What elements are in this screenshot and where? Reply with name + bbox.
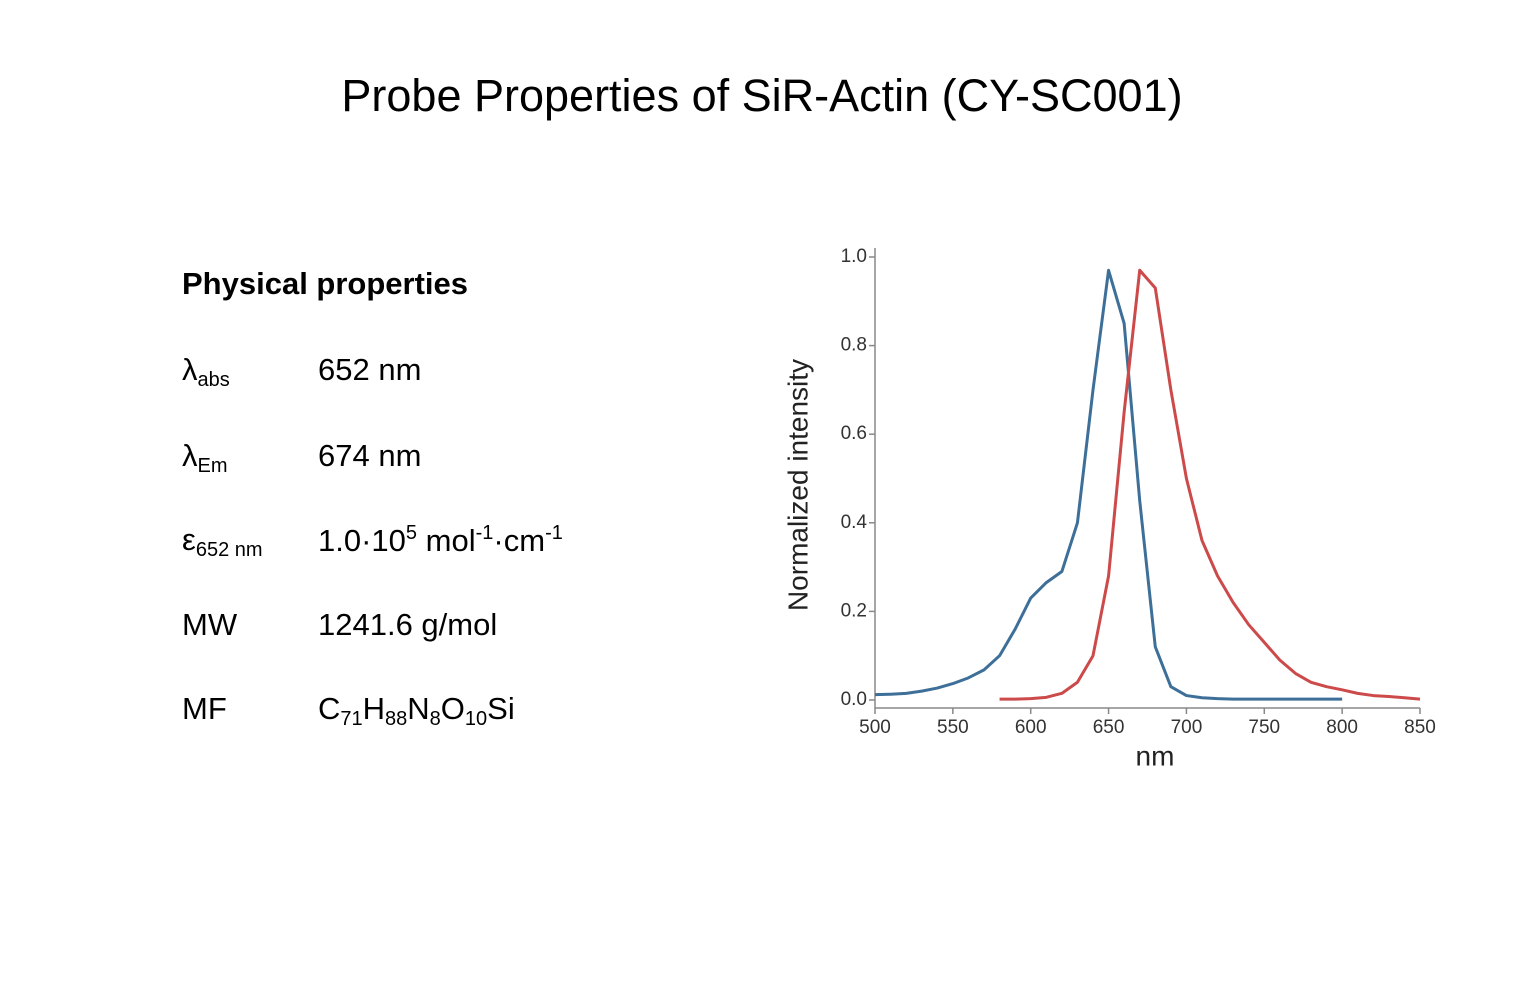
x-tick-label: 850 <box>1404 717 1436 738</box>
text-part: 674 nm <box>318 438 422 473</box>
text-part: 1.0·10 <box>318 523 406 558</box>
property-label: MF <box>182 691 227 727</box>
heading: Physical properties <box>182 266 469 301</box>
text-part: -1 <box>545 522 563 544</box>
y-tick-label: 0.0 <box>841 689 867 710</box>
property-label: λEm <box>182 438 228 478</box>
text-part: MW <box>182 607 238 642</box>
property-value: 674 nm <box>318 438 421 474</box>
property-value: C71H88N8O10Si <box>318 691 515 731</box>
text-part: MF <box>182 691 227 726</box>
title: Probe Properties of SiR-Actin (CY-SC001) <box>341 70 1183 121</box>
text-part: 5 <box>405 522 418 544</box>
text-part: Si <box>487 691 515 726</box>
x-tick-label: 800 <box>1326 717 1358 738</box>
line <box>874 268 1343 701</box>
text-part: H <box>362 691 386 726</box>
text-part: 10 <box>464 708 488 730</box>
text-part: 8 <box>429 708 441 730</box>
x-tick-label: 550 <box>937 717 969 738</box>
x-tick-label: 600 <box>1015 717 1047 738</box>
text-part: λ <box>182 438 198 473</box>
y-tick-label: 0.2 <box>841 600 867 621</box>
x-axis-label: nm <box>1136 740 1175 771</box>
property-value: 652 nm <box>318 352 421 388</box>
property-value: 1.0·105 mol-1·cm-1 <box>318 522 563 559</box>
text-part: 1241.6 g/mol <box>318 607 498 642</box>
y-axis-label: Normalized intensity <box>782 359 813 611</box>
text-part: 71 <box>340 708 363 730</box>
text-part: N <box>407 691 430 726</box>
text-part: O <box>440 691 465 726</box>
x-tick-label: 650 <box>1093 717 1125 738</box>
text-part: Em <box>197 455 228 477</box>
y-tick-label: 0.8 <box>841 335 867 356</box>
text-part: 652 nm <box>318 352 422 387</box>
text-part: C <box>318 691 341 726</box>
y-tick-label: 0.4 <box>841 512 868 533</box>
line <box>999 268 1421 701</box>
x-tick-label: 500 <box>859 717 891 738</box>
text-part: mol <box>417 523 476 558</box>
text-part: 652 nm <box>195 539 263 561</box>
y-tick-label: 0.6 <box>841 423 867 444</box>
text-part: λ <box>182 352 198 387</box>
text-part: ε <box>182 522 196 557</box>
property-label: λabs <box>182 352 230 392</box>
property-label: MW <box>182 607 237 643</box>
y-tick-label: 1.0 <box>841 246 867 267</box>
x-tick-label: 700 <box>1171 717 1203 738</box>
text-part: 88 <box>385 708 408 730</box>
property-value: 1241.6 g/mol <box>318 607 497 643</box>
text-part: -1 <box>475 522 494 544</box>
text-part: abs <box>197 369 230 391</box>
property-label: ε652 nm <box>182 522 263 562</box>
text-part: ·cm <box>493 523 546 558</box>
x-tick-label: 750 <box>1248 717 1280 738</box>
